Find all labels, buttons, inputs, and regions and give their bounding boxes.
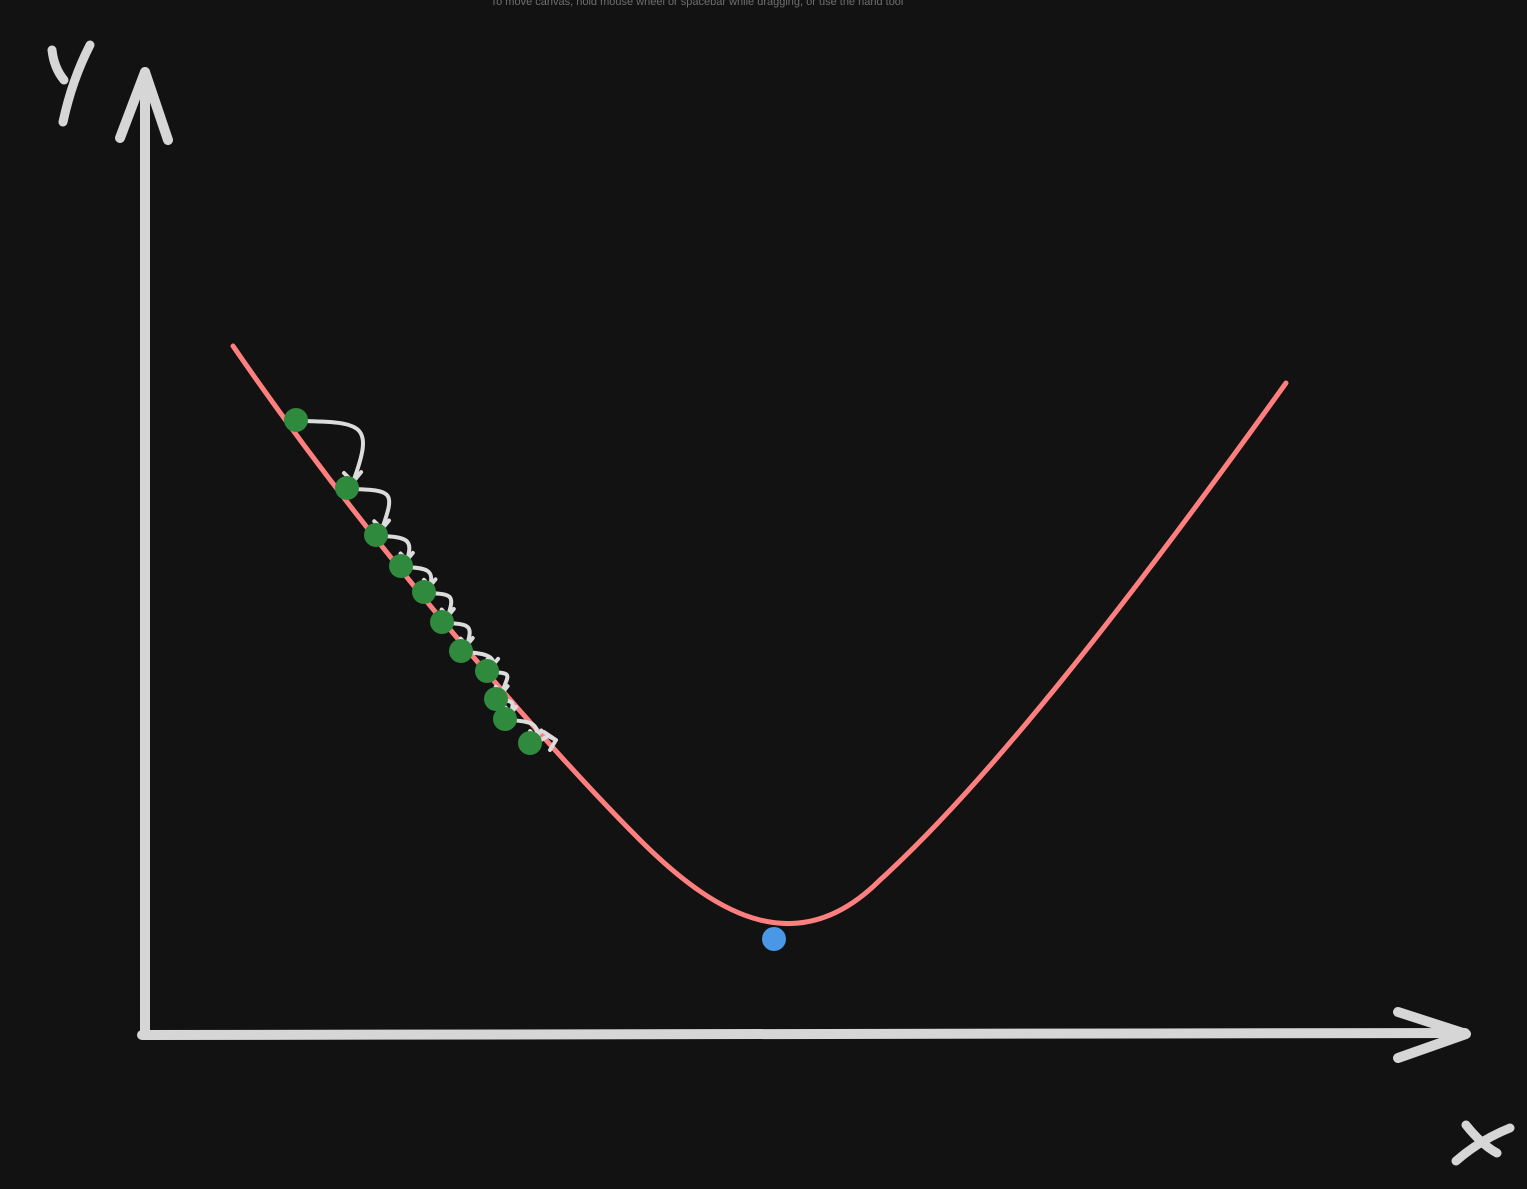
descent-step-point <box>412 580 436 604</box>
step-arrow <box>349 487 392 531</box>
descent-step-point <box>475 659 499 683</box>
y-axis-arrowhead <box>115 67 173 145</box>
x-axis <box>137 1007 1471 1063</box>
minimum-point <box>762 927 786 951</box>
descent-step-point <box>364 523 388 547</box>
y-axis-label <box>47 40 95 127</box>
loss-curve <box>230 343 1289 927</box>
descent-step-point <box>518 731 542 755</box>
descent-step-point <box>335 476 359 500</box>
step-arrow <box>298 419 365 484</box>
descent-step-point <box>484 687 508 711</box>
descent-step-point <box>284 408 308 432</box>
descent-step-point <box>493 707 517 731</box>
x-axis-label <box>1451 1120 1515 1166</box>
canvas-hint: To move canvas, hold mouse wheel or spac… <box>490 0 904 8</box>
descent-step-point <box>430 610 454 634</box>
descent-step-point <box>449 639 473 663</box>
descent-steps <box>284 408 542 755</box>
descent-step-point <box>389 554 413 578</box>
y-axis <box>115 67 173 1040</box>
x-axis-arrowhead <box>1393 1007 1471 1063</box>
